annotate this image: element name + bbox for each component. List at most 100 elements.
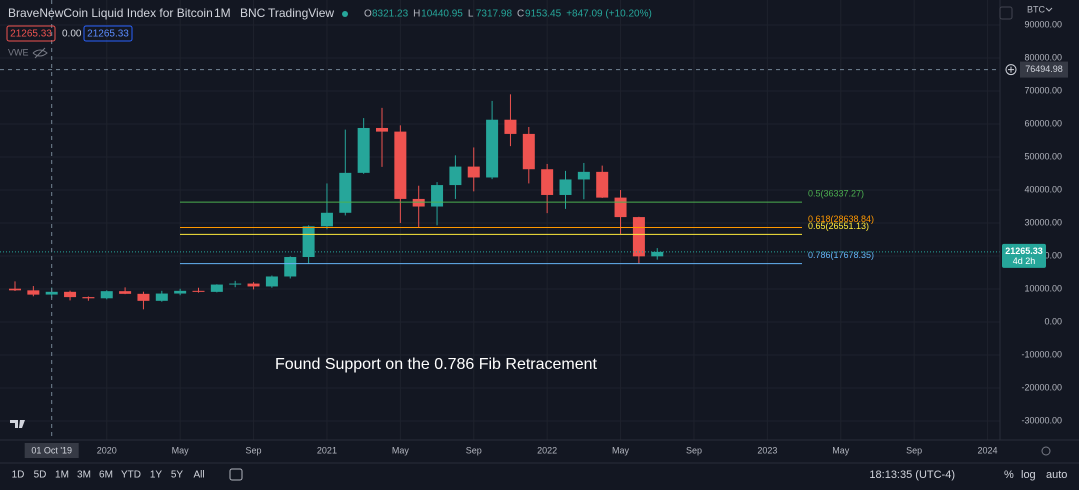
candle-body (522, 133, 535, 170)
candle-body (82, 297, 95, 299)
settings-gear[interactable] (1041, 446, 1051, 456)
candle-body (284, 257, 297, 277)
candle-body (192, 290, 205, 292)
candle-body (412, 198, 425, 207)
candle-body (9, 288, 21, 291)
x-tick-label: May (172, 445, 190, 455)
candle-body (339, 172, 352, 213)
y-tick-label: 40000.00 (1024, 184, 1062, 194)
period-button[interactable]: 5D (34, 470, 47, 481)
candle-body (100, 291, 113, 299)
log-toggle[interactable]: log (1021, 469, 1036, 481)
candle-body (119, 291, 132, 294)
candle-body (174, 290, 187, 294)
candle-body (45, 291, 58, 295)
candle-body (27, 290, 40, 295)
candle-body (504, 119, 517, 134)
ohlc-label: L (468, 9, 474, 20)
y-tick-label: -10000.00 (1021, 349, 1062, 359)
candle-body (229, 283, 242, 285)
candle-body (467, 166, 480, 178)
last-price-badge (1002, 243, 1046, 268)
fib-label: 0.618(28638.84) (808, 214, 874, 224)
ohlc-label: O (364, 9, 372, 20)
y-tick-label: 30000.00 (1024, 217, 1062, 227)
x-tick-label: May (832, 445, 850, 455)
period-button[interactable]: 6M (99, 470, 113, 481)
candle-body (394, 131, 407, 199)
x-tick-label: Sep (906, 445, 922, 455)
candle-body (247, 283, 260, 287)
candle-body (651, 251, 664, 257)
add-icon-plus[interactable] (1008, 66, 1014, 73)
source: TradingView (268, 6, 334, 20)
x-tick-label: Sep (466, 445, 482, 455)
candle-body (632, 217, 645, 257)
candle-body (302, 226, 315, 258)
y-tick-label: 80000.00 (1024, 52, 1062, 62)
buy-box[interactable] (83, 25, 133, 42)
ohlc-value: 7317.98 (476, 9, 513, 20)
ui: BraveNewCoin Liquid Index for Bitcoin 1M… (6, 4, 1068, 481)
annotation: Found Support on the 0.786 Fib Retraceme… (275, 356, 598, 373)
candle-body (596, 171, 609, 198)
change: +847.09 (+10.20%) (566, 9, 652, 20)
fib-label: 0.5(36337.27) (808, 188, 864, 198)
auto-toggle[interactable]: auto (1046, 469, 1067, 481)
candle-body (320, 212, 333, 227)
y-tick-label: 90000.00 (1024, 19, 1062, 29)
candle-body (486, 119, 499, 178)
candle-body (431, 185, 444, 207)
y-tick-label: 70000.00 (1024, 85, 1062, 95)
x-tick-label: May (612, 445, 630, 455)
y-tick-label: -30000.00 (1021, 415, 1062, 425)
x-tick-label: 2020 (97, 445, 117, 455)
period-button[interactable]: YTD (121, 470, 141, 481)
crosshair-y-badge (1020, 61, 1068, 78)
candle-body (357, 127, 370, 173)
fib-label: 0.786(17678.35) (808, 250, 874, 260)
y-tick-label: 0.00 (1044, 316, 1062, 326)
x-tick-label: 2024 (978, 445, 998, 455)
sell-box[interactable] (6, 25, 56, 42)
period-button[interactable]: 1D (12, 470, 25, 481)
candle-body (559, 179, 572, 195)
exchange: BNC (240, 6, 266, 20)
period-button[interactable]: 3M (77, 470, 91, 481)
period-button[interactable]: 1Y (150, 470, 163, 481)
dropdown-icon[interactable] (1045, 7, 1053, 12)
candle-body (541, 169, 554, 195)
period-button[interactable]: 5Y (171, 470, 184, 481)
candle-body (577, 171, 590, 180)
period-button[interactable]: All (193, 470, 204, 481)
y-tick-label: 60000.00 (1024, 118, 1062, 128)
period-button[interactable]: 1M (55, 470, 69, 481)
fib-label: 0.65(26551.13) (808, 221, 869, 231)
y-tick-label: 50000.00 (1024, 151, 1062, 161)
candle-body (155, 293, 168, 301)
ohlc-label: C (517, 9, 524, 20)
plot: 0.5(36337.27) 0.618(28638.84)0.65(26551.1… (0, 0, 1000, 440)
countdown: 4d 2h (1013, 256, 1036, 266)
candle-body (376, 127, 388, 132)
x-tick-label: May (392, 445, 410, 455)
spread: 0.00 (62, 29, 82, 40)
candle-body (614, 197, 627, 218)
buy-price: 21265.33 (87, 29, 129, 40)
candle-body (210, 284, 223, 292)
crosshair-y-label: 76494.98 (1025, 64, 1063, 74)
add-icon[interactable] (1005, 64, 1017, 76)
ohlc-value: 8321.23 (372, 9, 409, 20)
percent-toggle[interactable]: % (1004, 469, 1014, 481)
ohlc-label: H (413, 9, 420, 20)
eye-icon[interactable] (32, 47, 48, 59)
interval[interactable]: 1M (214, 6, 231, 20)
calendar-icon[interactable] (229, 468, 243, 481)
x-tick-label: Sep (246, 445, 262, 455)
sell-price: 21265.33 (10, 29, 52, 40)
symbol-title: BraveNewCoin Liquid Index for Bitcoin (8, 6, 213, 20)
axis-symbol[interactable]: BTC (1027, 4, 1046, 14)
settings-icon[interactable] (999, 6, 1013, 20)
x-tick-label: 2023 (757, 445, 777, 455)
